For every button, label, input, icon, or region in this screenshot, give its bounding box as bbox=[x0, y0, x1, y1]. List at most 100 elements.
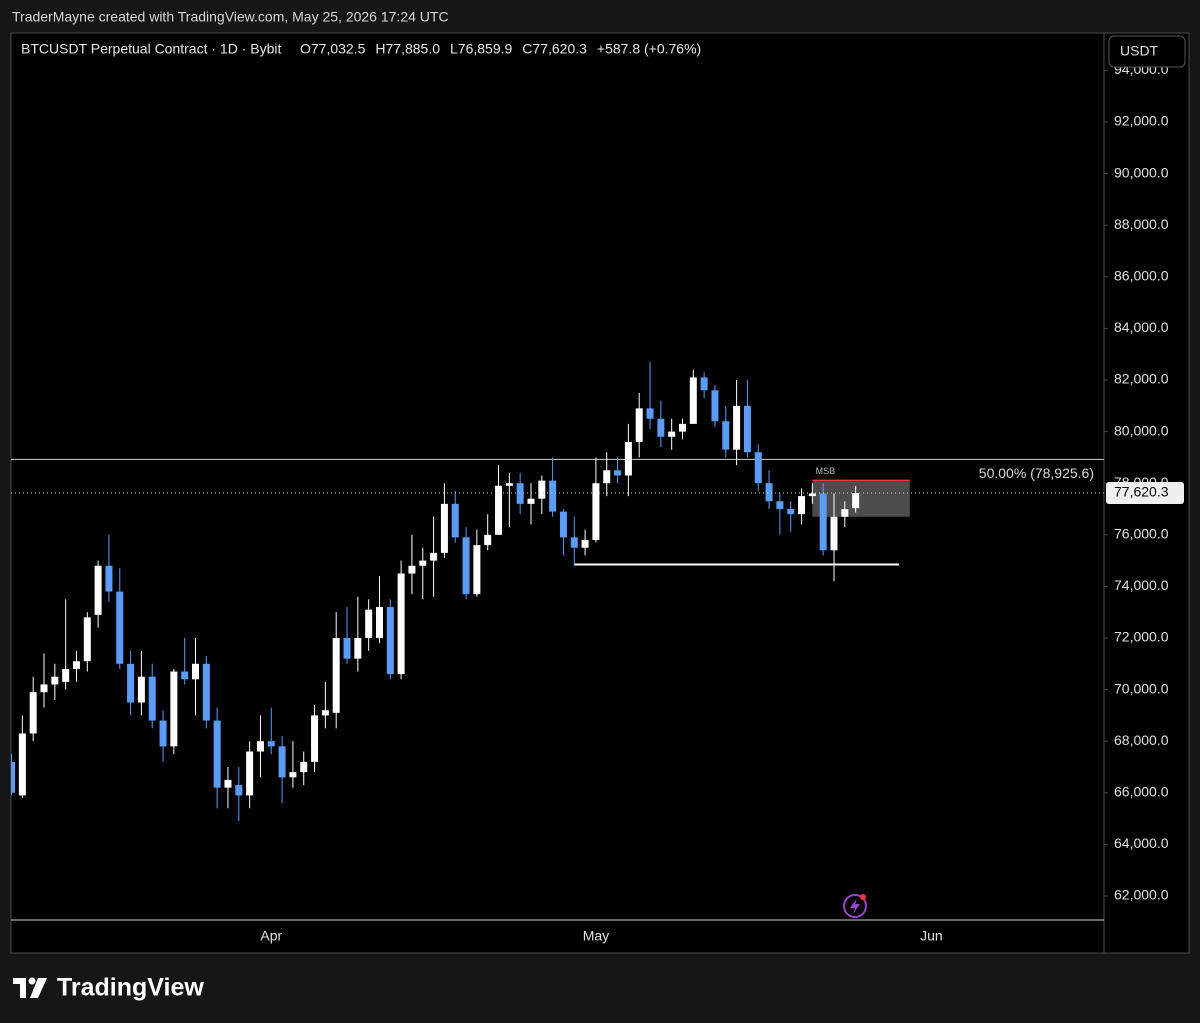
x-tick-label: Apr bbox=[260, 928, 282, 944]
candle-body bbox=[657, 418, 665, 437]
candle-body bbox=[646, 408, 654, 419]
candle-body bbox=[267, 741, 275, 747]
candle-body bbox=[18, 733, 26, 796]
candle-body bbox=[830, 516, 838, 551]
candle-body bbox=[408, 565, 416, 574]
candle-body bbox=[354, 638, 362, 659]
candle-body bbox=[127, 663, 135, 703]
candle-body bbox=[181, 671, 189, 680]
x-tick-label: May bbox=[583, 928, 609, 944]
credit: TraderMayne created with TradingView.com… bbox=[12, 9, 449, 25]
y-tick-label: 90,000.0 bbox=[1114, 164, 1169, 180]
candle-body bbox=[332, 638, 340, 713]
candle-body bbox=[787, 509, 795, 515]
ohlc-value: H77,885.0 bbox=[375, 41, 440, 57]
candle-body bbox=[11, 761, 16, 793]
candle-body bbox=[538, 480, 546, 499]
y-tick-label: 88,000.0 bbox=[1114, 216, 1169, 232]
candle-body bbox=[235, 785, 243, 796]
axes: 62,000.0 64,000.0 66,000.0 68,000.0 70,000.0… bbox=[260, 61, 1168, 944]
level-label: 50.00% (78,925.6) bbox=[979, 465, 1094, 481]
candle-body bbox=[462, 537, 470, 595]
candle-body bbox=[451, 503, 459, 538]
currency-box[interactable] bbox=[1108, 35, 1186, 68]
candle-body bbox=[419, 560, 427, 566]
candle-body bbox=[116, 591, 124, 664]
ohlc-value: C77,620.3 bbox=[522, 41, 587, 57]
candle-body bbox=[603, 470, 611, 484]
candle-body bbox=[549, 480, 557, 512]
msb-label: MSB bbox=[816, 466, 836, 476]
candle-body bbox=[256, 741, 264, 752]
candle-body bbox=[148, 676, 156, 721]
candle-body bbox=[668, 431, 676, 437]
candle-body bbox=[635, 408, 643, 442]
y-tick-label: 70,000.0 bbox=[1114, 680, 1169, 696]
candle-body bbox=[624, 441, 632, 476]
y-tick-label: 84,000.0 bbox=[1114, 319, 1169, 335]
x-tick-label: Jun bbox=[920, 928, 943, 944]
candle-body bbox=[473, 545, 481, 595]
candle-body bbox=[516, 483, 524, 504]
candle-body bbox=[300, 761, 308, 773]
logo bbox=[13, 977, 47, 998]
candle-body bbox=[397, 573, 405, 675]
candle-body bbox=[581, 539, 589, 548]
candle-body bbox=[170, 671, 178, 747]
candle-body bbox=[765, 483, 773, 502]
candle-body bbox=[559, 511, 567, 538]
ohlc-value: O77,032.5 bbox=[300, 41, 366, 57]
ohlc-value: L76,859.9 bbox=[450, 41, 512, 57]
y-tick-label: 80,000.0 bbox=[1114, 422, 1169, 438]
candle-body bbox=[689, 377, 697, 424]
candle-body bbox=[224, 779, 232, 788]
currency[interactable]: USDT bbox=[1120, 43, 1159, 59]
candle-body bbox=[94, 565, 102, 615]
candle-body bbox=[321, 710, 329, 716]
y-tick-label: 68,000.0 bbox=[1114, 732, 1169, 748]
candle-body bbox=[527, 498, 535, 504]
candle-body bbox=[505, 483, 513, 486]
candle-body bbox=[841, 509, 849, 517]
candle-body bbox=[678, 423, 686, 432]
candle-body bbox=[72, 661, 80, 669]
candle-body bbox=[852, 493, 860, 509]
candle-body bbox=[202, 663, 210, 721]
candle-body bbox=[246, 751, 254, 796]
chart-title: BTCUSDT Perpetual Contract · 1D · Bybit bbox=[21, 41, 281, 57]
zone bbox=[812, 481, 910, 517]
y-tick-label: 86,000.0 bbox=[1114, 268, 1169, 284]
candle-body bbox=[375, 607, 383, 639]
candle-body bbox=[40, 684, 48, 693]
candle-body bbox=[430, 552, 438, 561]
candle-body bbox=[51, 676, 59, 685]
candle-body bbox=[289, 772, 297, 778]
candle-body bbox=[137, 676, 145, 703]
candle-body bbox=[808, 493, 816, 497]
candle-body bbox=[62, 668, 70, 682]
y-tick-label: 72,000.0 bbox=[1114, 629, 1169, 645]
candle-body bbox=[343, 638, 351, 659]
y-tick-label: 74,000.0 bbox=[1114, 577, 1169, 593]
candle-body bbox=[29, 692, 37, 734]
candle-body bbox=[495, 485, 503, 535]
ohlc-legend: O77,032.5 H77,885.0 L76,859.9 C77,620.3 +587… bbox=[300, 41, 701, 57]
y-tick-label: 66,000.0 bbox=[1114, 784, 1169, 800]
last-price-label: 77,620.3 bbox=[1114, 484, 1169, 500]
y-tick-label: 64,000.0 bbox=[1114, 835, 1169, 851]
candle-body bbox=[311, 715, 319, 762]
candle-body bbox=[159, 720, 167, 747]
brand: TradingView bbox=[57, 974, 204, 1002]
candle-body bbox=[365, 609, 373, 639]
candle-body bbox=[192, 663, 200, 680]
candle-body bbox=[733, 405, 741, 450]
candle-body bbox=[819, 493, 827, 551]
candle-body bbox=[754, 452, 762, 484]
icon[interactable] bbox=[843, 894, 867, 918]
candle-body bbox=[105, 565, 113, 592]
candle-body bbox=[711, 390, 719, 422]
candle-body bbox=[592, 483, 600, 540]
candle-body bbox=[776, 501, 784, 510]
